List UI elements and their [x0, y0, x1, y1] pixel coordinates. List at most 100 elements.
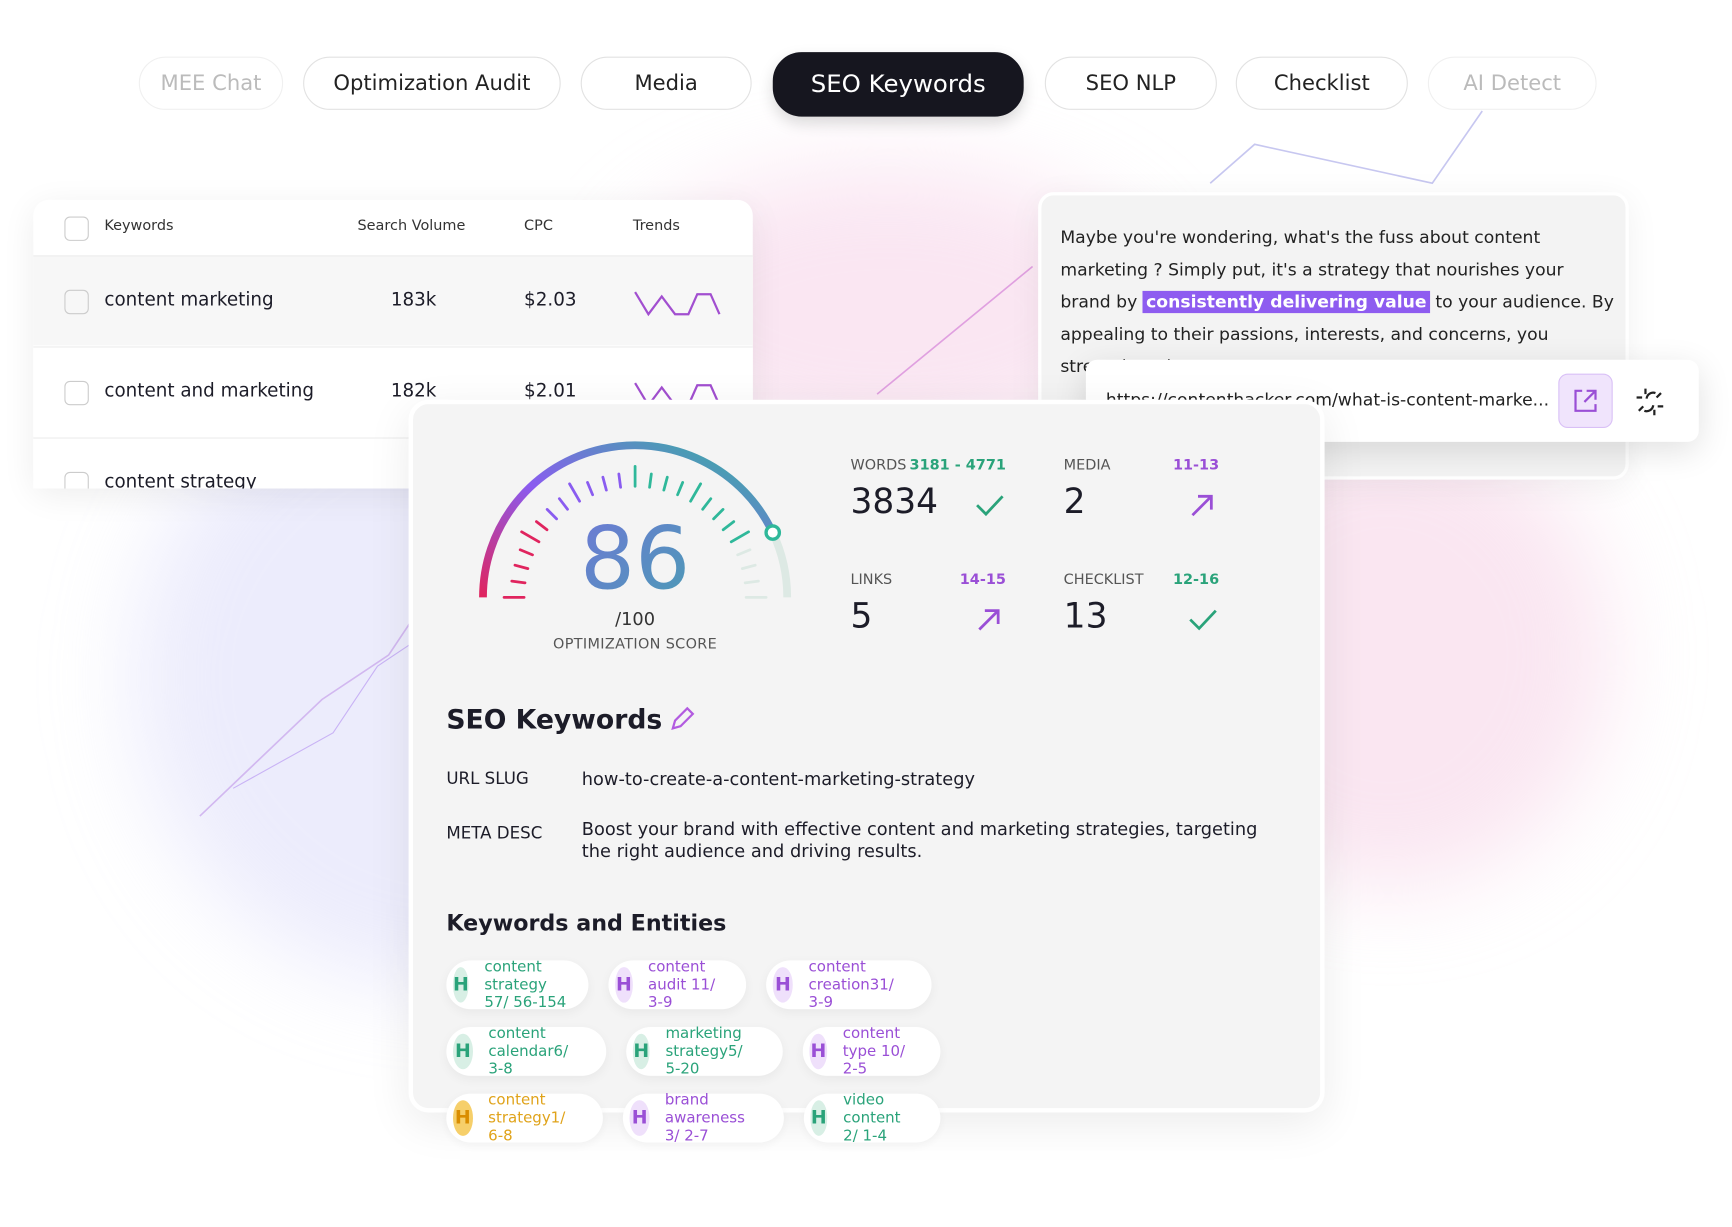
gauge-tick [518, 548, 534, 557]
chip-badge: H [453, 1100, 473, 1136]
edit-icon[interactable] [666, 704, 697, 735]
tab[interactable]: Media [580, 56, 752, 110]
chip-badge: H [809, 1100, 828, 1136]
metric-label: MEDIA [1063, 457, 1111, 475]
tab[interactable]: AI Detect [1427, 56, 1597, 110]
section-title: SEO Keywords [446, 703, 663, 736]
tab[interactable]: Checklist [1235, 56, 1408, 110]
unlink-button[interactable] [1632, 384, 1668, 420]
score-label: OPTIMIZATION SCORE [553, 636, 718, 653]
meta-desc: Boost your brand with effective content … [581, 818, 1258, 862]
gauge-knob [764, 524, 782, 541]
metric-icon [1189, 609, 1217, 631]
table-cell: content strategy [104, 470, 257, 489]
gauge-tick [662, 475, 669, 492]
checkbox[interactable] [64, 289, 89, 315]
table-cell: content marketing [104, 288, 274, 310]
tab[interactable]: MEE Chat [138, 56, 284, 110]
chip-badge: H [453, 967, 469, 1003]
chip-text: marketing strategy5/ 5-20 [665, 1024, 743, 1079]
table-cell: $2.03 [524, 288, 577, 310]
tab[interactable]: Optimization Audit [303, 56, 561, 110]
tab[interactable]: SEO Keywords [772, 52, 1024, 117]
gauge-progress [479, 441, 777, 598]
score-gauge [479, 441, 792, 599]
chip-badge: H [632, 1033, 650, 1070]
gauge-tick [558, 497, 569, 511]
chip-text: content type 10/ 2-5 [842, 1024, 906, 1079]
gauge-tick [689, 482, 702, 503]
gauge-tick [740, 563, 757, 570]
table-cell: 183k [390, 288, 437, 310]
gauge-tick [721, 520, 736, 532]
checkbox[interactable] [64, 216, 89, 241]
column-header: Search Volume [357, 217, 466, 235]
text: Maybe you're wondering, what's the fuss … [1060, 227, 1564, 312]
chip-text: content calendar6/ 3-8 [488, 1024, 569, 1079]
gauge-tick [510, 579, 527, 585]
gauge-tick [701, 497, 713, 511]
chip-text: content creation31/ 3-9 [808, 958, 894, 1012]
section-title: Keywords and Entities [446, 909, 727, 936]
metric-label: LINKS [850, 571, 893, 589]
gauge-tick [535, 520, 549, 532]
gauge-tick [736, 548, 752, 557]
table-row: content marketing 183k $2.03 [33, 255, 753, 346]
checkbox[interactable] [64, 380, 89, 406]
chip-badge: H [809, 1033, 828, 1070]
table-cell: $2.01 [524, 379, 577, 401]
chip-badge: H [453, 1033, 473, 1070]
metric-range: 11-13 [1172, 457, 1220, 475]
gauge-tick [513, 563, 530, 570]
chip-text: content audit 11/ 3-9 [648, 958, 716, 1012]
column-header: Keywords [104, 217, 174, 235]
chip-badge: H [772, 967, 793, 1003]
field-label: META DESC [446, 822, 543, 843]
gauge-tick [676, 481, 685, 497]
table-cell: content and marketing [104, 379, 314, 401]
chip-badge: H [615, 967, 633, 1003]
chip-text: content strategy1/ 6-8 [488, 1091, 566, 1145]
arrow-icon [1191, 494, 1213, 517]
metric-value: 3834 [850, 481, 939, 522]
open-link-button[interactable] [1558, 373, 1614, 429]
gauge-tick [729, 530, 750, 544]
checkbox[interactable] [64, 471, 89, 489]
gauge-tick [520, 530, 541, 544]
score-max: /100 [615, 608, 656, 630]
column-header: CPC [524, 217, 553, 235]
trend-sparkline [634, 291, 721, 317]
gauge-tick [743, 579, 760, 585]
metric-value: 5 [850, 596, 873, 637]
metric-range: 14-15 [959, 571, 1006, 589]
tab[interactable]: SEO NLP [1044, 56, 1217, 110]
metric-label: CHECKLIST [1063, 571, 1144, 589]
metric-icon [1191, 494, 1213, 517]
chip-text: video content 2/ 1-4 [843, 1091, 901, 1145]
metric-value: 13 [1063, 596, 1108, 637]
score-value: 86 [413, 510, 857, 610]
table-cell: 182k [390, 379, 437, 401]
gauge-tick [545, 508, 558, 521]
check-icon [1189, 609, 1217, 631]
metric-range: 3181 - 4771 [909, 457, 1006, 475]
trend-line [634, 291, 721, 317]
metric-value: 2 [1063, 481, 1086, 522]
arrow-icon [978, 609, 1000, 631]
metric-icon [976, 495, 1004, 517]
gauge-tick [601, 475, 608, 492]
